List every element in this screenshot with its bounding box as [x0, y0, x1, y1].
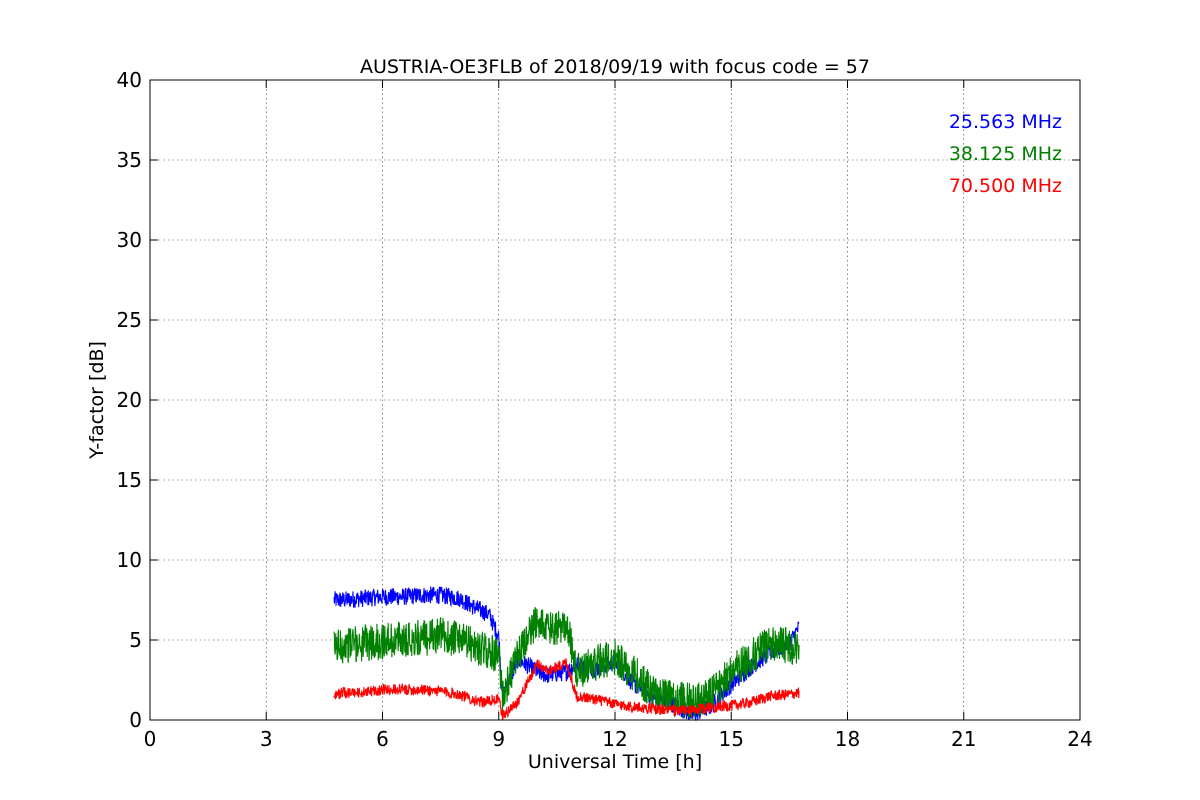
series-line-3 — [333, 658, 800, 721]
y-tick-label: 0 — [129, 708, 142, 732]
x-tick-label: 15 — [719, 727, 744, 751]
y-tick-label: 15 — [117, 468, 142, 492]
x-tick-label: 12 — [602, 727, 627, 751]
legend: 25.563 MHz 38.125 MHz 70.500 MHz — [949, 111, 1062, 197]
legend-entry: 38.125 MHz — [949, 143, 1062, 165]
y-tick-label: 35 — [117, 148, 142, 172]
y-tick-label: 30 — [117, 228, 142, 252]
y-tick-label: 40 — [117, 68, 142, 92]
x-tick-label: 3 — [260, 727, 273, 751]
legend-entry: 70.500 MHz — [949, 175, 1062, 197]
series-line-2 — [333, 606, 800, 719]
series-layer — [333, 586, 800, 722]
label-layer: 0 3 6 9 12 15 18 21 24 0 5 10 15 20 25 30 35 40 — [117, 68, 1093, 751]
y-tick-label: 20 — [117, 388, 142, 412]
legend-entry: 25.563 MHz — [949, 111, 1062, 133]
x-tick-label: 9 — [492, 727, 505, 751]
series-line-1 — [333, 586, 800, 722]
y-tick-label: 5 — [129, 628, 142, 652]
x-axis-title: Universal Time [h] — [528, 751, 702, 773]
x-tick-label: 18 — [835, 727, 860, 751]
x-tick-label: 6 — [376, 727, 389, 751]
chart-title: AUSTRIA-OE3FLB of 2018/09/19 with focus … — [360, 56, 870, 78]
x-tick-label: 21 — [951, 727, 976, 751]
y-axis-title: Y-factor [dB] — [86, 341, 108, 460]
tick-layer — [149, 79, 1081, 721]
x-tick-label: 24 — [1067, 727, 1092, 751]
x-tick-label: 0 — [144, 727, 157, 751]
y-tick-label: 25 — [117, 308, 142, 332]
y-tick-label: 10 — [117, 548, 142, 572]
